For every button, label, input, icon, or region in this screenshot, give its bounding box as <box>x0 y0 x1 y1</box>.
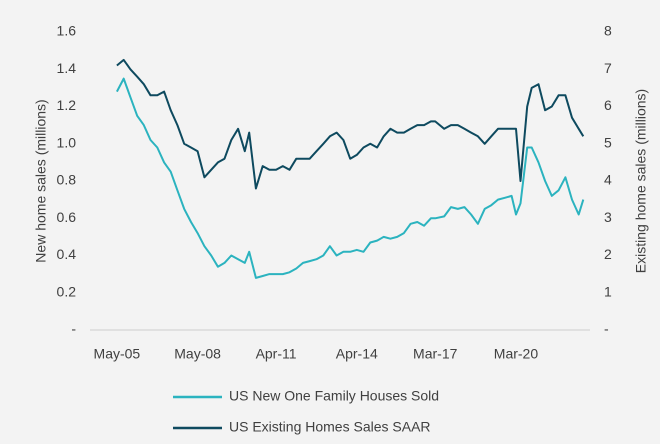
x-tick-label: May-05 <box>94 346 141 362</box>
legend-label: US Existing Homes Sales SAAR <box>229 419 431 435</box>
y-tick-label: 1.4 <box>57 60 77 76</box>
y2-axis-label: Existing home sales (millions) <box>633 89 649 273</box>
y-tick-label: 0.2 <box>57 283 77 299</box>
x-tick-label: Mar-20 <box>494 346 539 362</box>
y-tick-label: 1.6 <box>57 23 77 39</box>
legend-label: US New One Family Houses Sold <box>229 388 439 404</box>
series-line <box>116 58 585 190</box>
y2-tick-label: 6 <box>604 97 612 113</box>
y-tick-label: - <box>71 321 76 337</box>
y-tick-label: 0.6 <box>57 209 77 225</box>
x-tick-label: May-08 <box>174 346 221 362</box>
x-tick-label: Mar-17 <box>413 346 458 362</box>
x-tick-label: Apr-14 <box>336 346 378 362</box>
y2-tick-label: 1 <box>604 283 612 299</box>
y-tick-label: 0.8 <box>57 172 77 188</box>
y-tick-label: 1.0 <box>57 134 77 150</box>
y2-tick-label: 4 <box>604 172 612 188</box>
y2-tick-label: 2 <box>604 246 612 262</box>
y-tick-label: 1.2 <box>57 97 77 113</box>
series-line <box>116 77 585 279</box>
y-axis-label: New home sales (millions) <box>33 99 49 262</box>
y2-tick-label: 7 <box>604 60 612 76</box>
y-tick-label: 0.4 <box>57 246 77 262</box>
y2-tick-label: 8 <box>604 23 612 39</box>
y2-tick-label: 3 <box>604 209 612 225</box>
y2-tick-label: 5 <box>604 134 612 150</box>
x-tick-label: Apr-11 <box>256 346 297 362</box>
y2-tick-label: - <box>604 321 609 337</box>
